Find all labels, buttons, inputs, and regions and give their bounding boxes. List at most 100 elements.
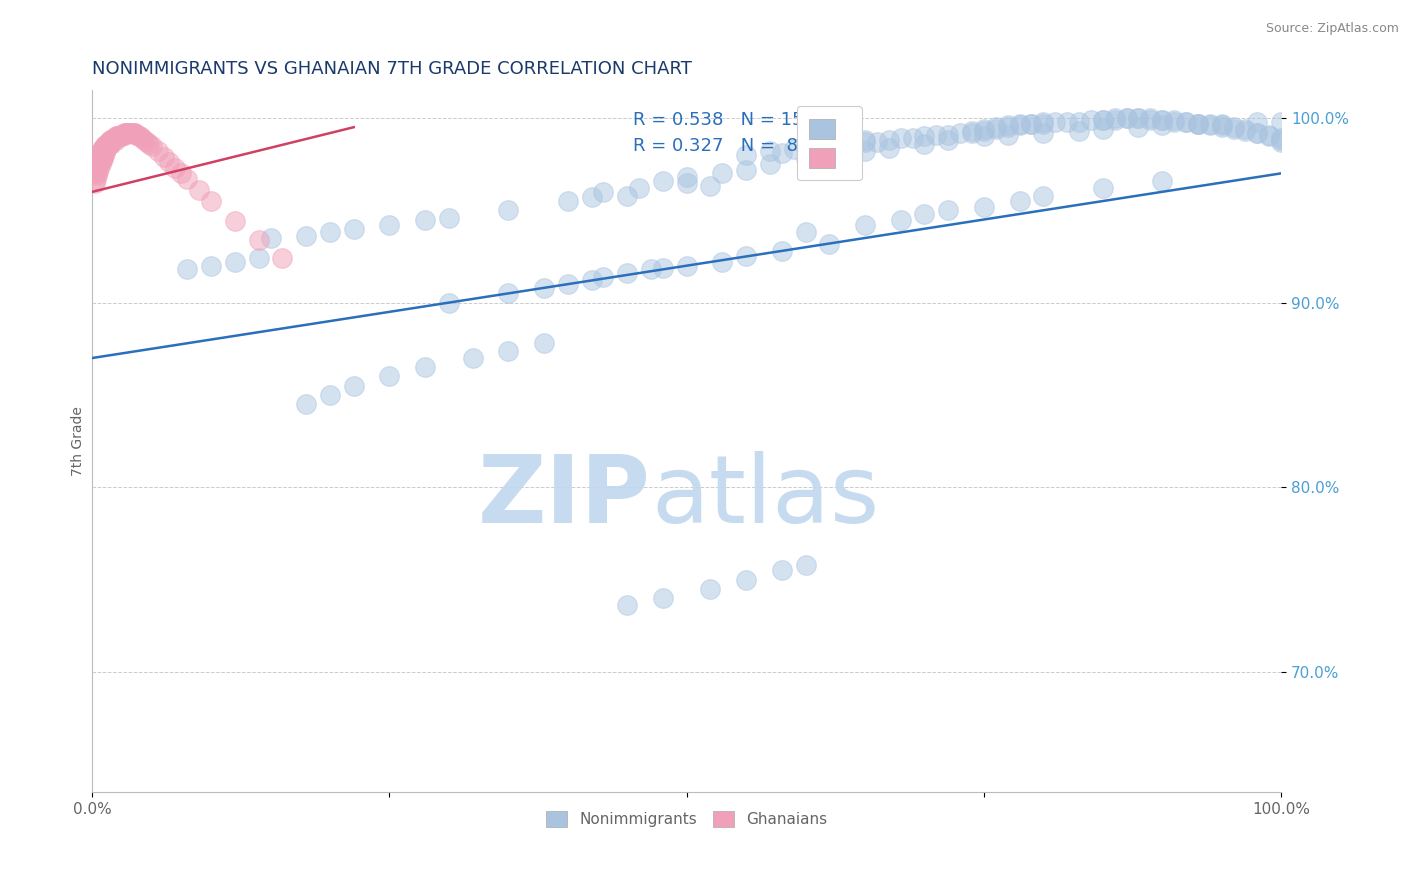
Point [115,126,138,140]
Point [86,168,108,182]
Legend: Nonimmigrants, Ghanaians: Nonimmigrants, Ghanaians [540,805,834,833]
Point [1270,114,1292,128]
Point [461,351,484,365]
Point [1021,116,1043,130]
Point [651,174,673,188]
Point [1234,122,1257,136]
Point [759,157,782,171]
Point [1104,112,1126,127]
Point [96,136,118,151]
Point [1270,133,1292,147]
Point [1032,126,1054,140]
Point [200,194,222,208]
Point [97,136,120,151]
Point [866,135,889,149]
Point [1187,116,1209,130]
Point [533,336,555,351]
Point [114,126,136,140]
Text: atlas: atlas [651,451,879,543]
Point [997,128,1019,142]
Point [1067,114,1090,128]
Point [1067,124,1090,138]
Point [90,150,112,164]
Point [616,188,638,202]
Point [1128,111,1150,125]
Point [141,138,163,153]
Point [98,135,121,149]
Point [770,563,793,577]
Point [90,153,112,168]
Point [1222,122,1244,136]
Point [936,128,959,142]
Point [94,138,117,153]
Point [806,140,828,154]
Point [997,120,1019,135]
Point [224,214,246,228]
Point [628,181,651,195]
Point [1139,111,1161,125]
Point [152,150,174,164]
Point [319,388,342,402]
Point [103,131,125,145]
Point [105,129,128,144]
Point [94,140,117,154]
Point [1032,188,1054,202]
Point [675,259,697,273]
Point [1091,112,1114,127]
Point [675,176,697,190]
Point [984,120,1007,135]
Point [1021,116,1043,130]
Point [782,142,804,156]
Point [1270,131,1292,145]
Point [97,136,120,151]
Point [84,162,107,177]
Point [651,260,673,275]
Point [176,262,198,277]
Point [134,133,156,147]
Point [1056,114,1078,128]
Point [1222,120,1244,135]
Point [124,126,146,140]
Point [94,146,117,161]
Point [86,159,108,173]
Point [735,250,758,264]
Text: ZIP: ZIP [478,451,651,543]
Point [93,148,115,162]
Point [699,582,721,596]
Point [176,172,198,186]
Point [794,142,817,156]
Text: Source: ZipAtlas.com: Source: ZipAtlas.com [1265,22,1399,36]
Point [794,152,817,166]
Point [343,378,366,392]
Point [1008,119,1031,133]
Point [110,129,132,144]
Point [1128,111,1150,125]
Point [1045,114,1067,128]
Point [200,259,222,273]
Point [413,212,436,227]
Point [853,133,876,147]
Point [853,135,876,149]
Point [1198,116,1220,130]
Point [675,169,697,184]
Point [259,231,281,245]
Point [699,179,721,194]
Point [1091,181,1114,195]
Point [89,152,111,166]
Point [1246,114,1268,128]
Point [1152,174,1174,188]
Point [111,128,134,142]
Point [1211,120,1233,135]
Point [973,129,995,144]
Point [557,194,579,208]
Point [1152,119,1174,133]
Point [247,252,270,266]
Point [87,164,110,178]
Point [973,200,995,214]
Point [138,136,160,151]
Point [108,129,131,144]
Point [1032,116,1054,130]
Point [890,131,912,145]
Point [853,218,876,232]
Point [794,558,817,572]
